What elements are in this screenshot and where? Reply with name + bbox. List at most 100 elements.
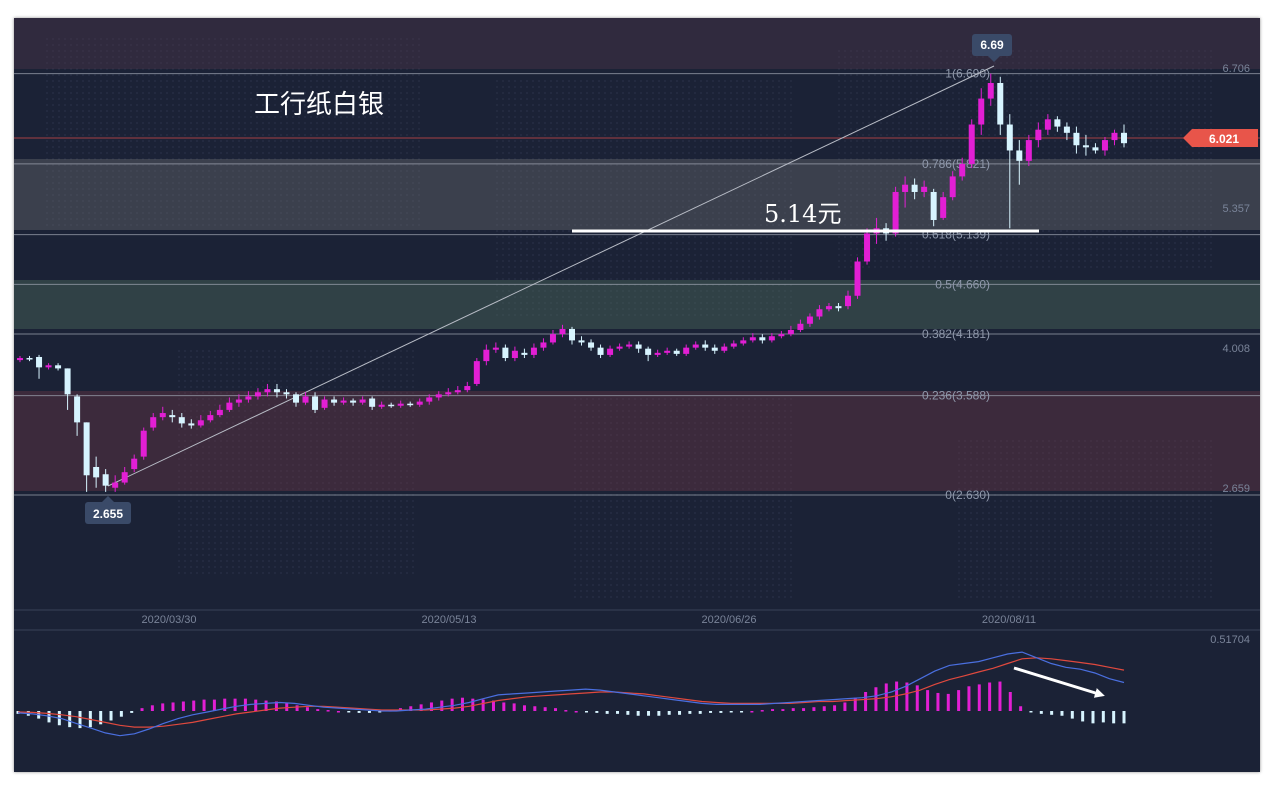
macd-bar: [1081, 711, 1085, 722]
candle-body: [1016, 150, 1023, 161]
macd-bar: [1060, 711, 1064, 716]
macd-bar: [1050, 711, 1054, 715]
macd-bar: [316, 709, 320, 711]
macd-bar: [223, 698, 227, 711]
current-price-label: 6.021: [1209, 132, 1239, 146]
candle-body: [578, 340, 585, 343]
macd-bar: [1039, 711, 1043, 714]
candle-body: [83, 422, 90, 476]
macd-histogram: [16, 681, 1126, 729]
candle-body: [540, 342, 547, 348]
fib-zone-top: [14, 18, 1260, 69]
candle-body: [1082, 145, 1089, 148]
candle-body: [797, 323, 804, 330]
macd-bar: [1008, 692, 1012, 711]
macd-bar: [740, 711, 744, 713]
candle-body: [454, 390, 461, 393]
macd-bar: [812, 707, 816, 711]
macd-bar: [998, 681, 1002, 711]
candle-body: [17, 358, 23, 361]
candle-body: [730, 343, 737, 347]
candle-body: [264, 389, 271, 393]
candle-body: [635, 344, 642, 349]
candle-body: [959, 163, 966, 177]
candle-body: [778, 334, 785, 337]
candle-body: [492, 347, 499, 350]
candle-body: [416, 401, 423, 405]
candle-body: [197, 420, 204, 426]
macd-bar: [553, 708, 557, 711]
candle-body: [759, 337, 766, 341]
candle-body: [940, 197, 947, 218]
candle-body: [673, 350, 680, 354]
candle-body: [378, 404, 385, 407]
candle-body: [473, 361, 480, 384]
macd-bar: [367, 711, 371, 713]
macd-bar: [161, 703, 165, 711]
candle-body: [102, 474, 109, 486]
candle-body: [597, 347, 604, 355]
macd-bar: [409, 706, 413, 711]
candle-body: [816, 309, 823, 317]
high-marker-label: 6.69: [980, 38, 1004, 52]
macd-bar: [750, 711, 754, 713]
candle-body: [321, 399, 328, 408]
macd-bar: [502, 702, 506, 711]
candle-body: [692, 344, 699, 348]
macd-bar: [709, 711, 713, 713]
macd-bar: [977, 684, 981, 711]
candle-body: [112, 482, 119, 488]
candle-body: [64, 368, 71, 395]
candle-body: [435, 394, 442, 398]
candle-body: [511, 350, 518, 359]
candle-body: [407, 403, 414, 406]
candle-body: [397, 403, 404, 406]
x-tick-label: 2020/06/26: [701, 614, 756, 626]
candle-body: [121, 472, 128, 483]
macd-bar: [109, 711, 113, 721]
candle-body: [1101, 140, 1108, 151]
macd-bar: [698, 711, 702, 714]
candle-body: [654, 352, 661, 355]
macd-bar: [429, 702, 433, 711]
macd-bar: [574, 711, 578, 713]
macd-bar: [254, 699, 258, 711]
macd-bar: [843, 702, 847, 711]
candle-body: [302, 396, 309, 403]
candle-body: [949, 176, 956, 198]
trend-arrow: [1013, 666, 1105, 698]
macd-bar: [440, 700, 444, 711]
macd-dea-line: [17, 657, 1125, 728]
macd-bar: [347, 711, 351, 713]
fib-label: 0.786(5.821): [922, 157, 990, 171]
candle-body: [768, 336, 775, 341]
fib-zone-05: [14, 280, 1260, 329]
y-tick-label: 2.659: [1222, 483, 1250, 495]
fib-label: 0.5(4.660): [935, 277, 990, 291]
macd-bar: [181, 701, 185, 711]
y-axis: 6.706 5.357 4.008 2.659: [1222, 63, 1250, 495]
x-tick-label: 2020/08/11: [982, 614, 1036, 626]
fib-zone-0786: [14, 159, 1260, 230]
macd-bar: [564, 710, 568, 712]
candle-body: [1054, 119, 1061, 127]
candle-body: [645, 348, 652, 355]
macd-bar: [233, 698, 237, 711]
candle-body: [559, 328, 566, 335]
candle-body: [854, 261, 861, 296]
candle-body: [207, 415, 214, 421]
candle-body: [864, 233, 871, 262]
macd-bar: [171, 702, 175, 711]
candle-body: [445, 392, 452, 395]
macd-bar: [450, 698, 454, 711]
candle-body: [283, 392, 290, 395]
map-texture: [44, 38, 1214, 598]
macd-bar: [419, 704, 423, 711]
macd-bar: [78, 711, 82, 729]
candle-body: [178, 417, 185, 424]
candle-body: [607, 348, 614, 355]
macd-bar: [688, 711, 692, 714]
macd-bar: [647, 711, 651, 716]
macd-bar: [616, 711, 620, 714]
candle-body: [226, 402, 233, 410]
